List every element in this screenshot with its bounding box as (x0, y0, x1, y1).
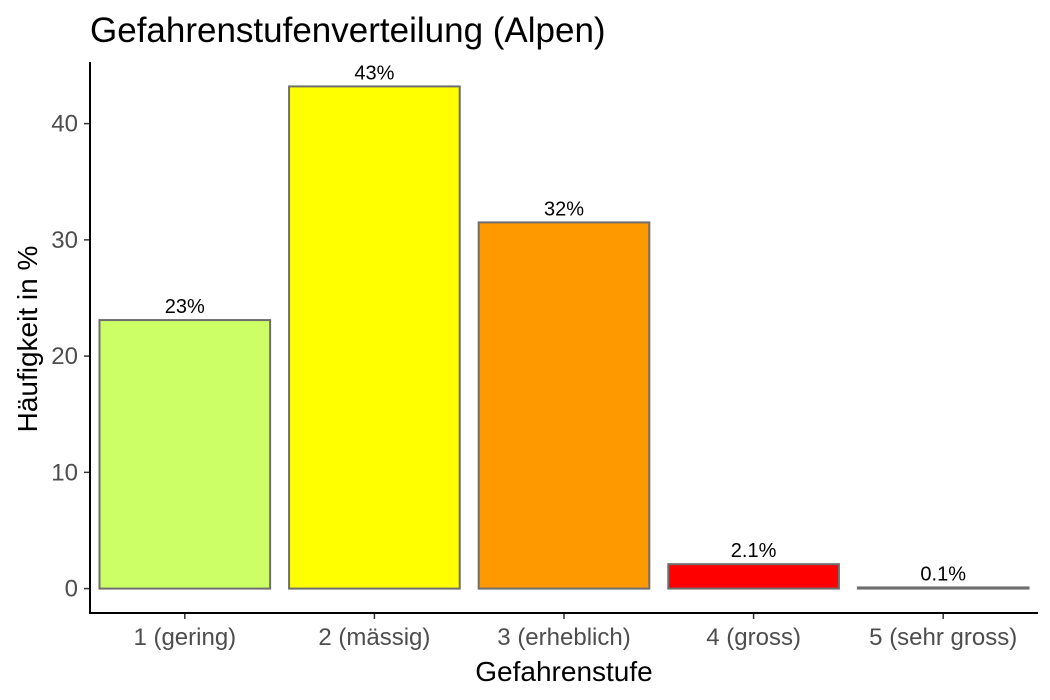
data-labels: 23% 43% 32% 2.1% 0.1% (165, 62, 966, 585)
x-axis: 1 (gering) 2 (mässig) 3 (erheblich) 4 (gros… (133, 613, 1017, 651)
y-tick-label: 0 (65, 576, 78, 603)
data-label-5: 0.1% (920, 563, 966, 585)
data-label-1: 23% (165, 296, 205, 318)
y-tick-label: 10 (51, 459, 78, 486)
bar-1 (98, 319, 272, 590)
x-tick-label: 2 (mässig) (318, 624, 430, 651)
bar-2 (288, 85, 461, 590)
x-tick-label: 3 (erheblich) (497, 624, 630, 651)
x-tick-label: 1 (gering) (133, 624, 236, 651)
bar-3 (477, 221, 651, 590)
chart-title: Gefahrenstufenverteilung (Alpen) (90, 11, 606, 50)
x-axis-title: Gefahrenstufe (475, 656, 652, 687)
y-tick-label: 40 (51, 111, 78, 138)
y-axis: 0 10 20 30 40 (51, 111, 90, 603)
bars (98, 85, 1030, 590)
y-tick-label: 20 (51, 343, 78, 370)
x-tick-label: 5 (sehr gross) (869, 624, 1017, 651)
bar-4 (667, 563, 840, 590)
data-label-4: 2.1% (731, 540, 777, 562)
y-axis-title: Häufigkeit in % (12, 246, 43, 433)
bar-5 (856, 586, 1030, 590)
data-label-2: 43% (354, 62, 394, 84)
x-tick-label: 4 (gross) (706, 624, 801, 651)
data-label-3: 32% (544, 198, 584, 220)
y-tick-label: 30 (51, 227, 78, 254)
